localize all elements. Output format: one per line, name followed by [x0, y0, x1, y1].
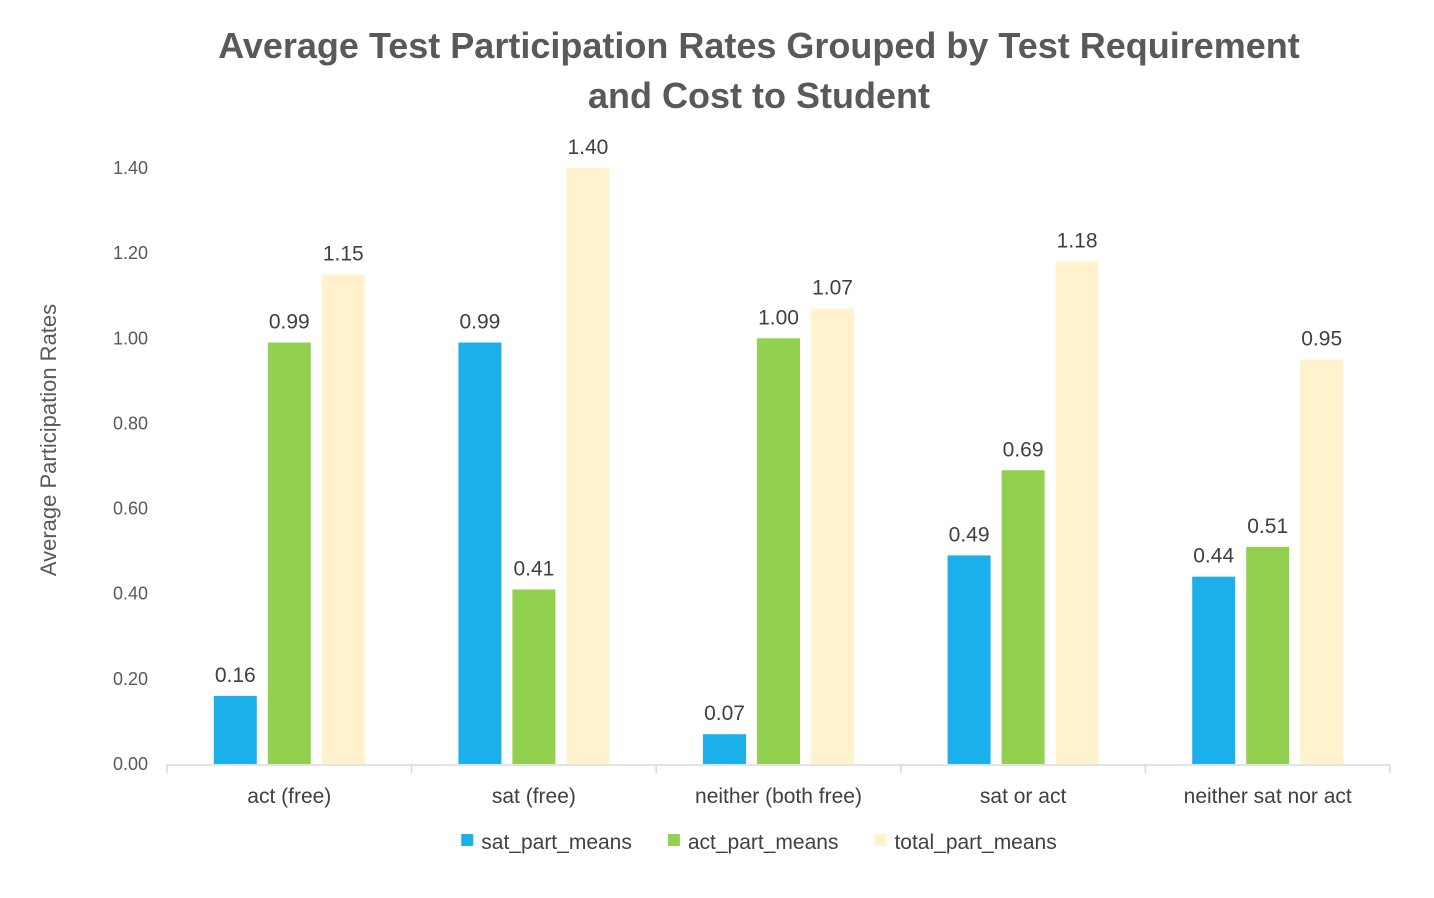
bar	[1192, 576, 1236, 764]
data-label: 1.00	[758, 306, 799, 329]
data-label: 1.15	[323, 242, 364, 265]
bar	[1055, 261, 1099, 764]
y-tick-label: 0.40	[113, 584, 148, 604]
legend-label: sat_part_means	[481, 831, 632, 854]
data-label: 0.16	[215, 664, 256, 687]
data-label: 0.49	[949, 523, 990, 546]
data-label: 0.07	[704, 702, 745, 725]
x-tick-label: act (free)	[247, 785, 331, 808]
data-label: 1.07	[812, 276, 853, 299]
y-tick-label: 1.40	[113, 158, 148, 178]
legend-swatch	[461, 834, 474, 846]
y-axis-label: Average Participation Rates	[36, 304, 61, 576]
y-tick-label: 1.00	[113, 328, 148, 348]
bar	[321, 274, 365, 764]
bar	[566, 168, 610, 764]
x-tick-label: sat or act	[980, 785, 1067, 808]
bar	[947, 555, 991, 764]
legend: sat_part_means act_part_means total_part_m…	[461, 831, 1057, 854]
chart-title-line-1: Average Test Participation Rates Grouped…	[218, 25, 1300, 66]
bar	[213, 695, 257, 764]
x-tick-label: sat (free)	[492, 785, 576, 808]
bar	[267, 342, 311, 764]
legend-swatch	[874, 834, 887, 846]
bar	[1246, 546, 1290, 764]
y-tick-label: 0.60	[113, 499, 148, 519]
y-tick-label: 0.00	[113, 754, 148, 774]
bar	[757, 338, 800, 764]
legend-label: total_part_means	[894, 831, 1056, 854]
bar	[512, 589, 556, 764]
x-tick-label: neither sat nor act	[1184, 785, 1352, 808]
x-tick-label: neither (both free)	[695, 785, 862, 808]
data-label: 0.95	[1301, 328, 1342, 351]
y-tick-label: 0.20	[113, 669, 148, 689]
legend-label: act_part_means	[688, 831, 839, 854]
bar	[458, 342, 502, 764]
bar	[811, 308, 854, 764]
bar	[1300, 359, 1344, 764]
chart-title-line-2: and Cost to Student	[588, 75, 930, 116]
data-label: 0.41	[513, 557, 554, 580]
data-label: 0.99	[269, 311, 310, 334]
plot-area: 0.00 0.20 0.40 0.60 0.80 1.00 1.20 1.40 act (fre…	[113, 136, 1391, 808]
data-label: 0.99	[459, 311, 500, 334]
bar	[1001, 470, 1045, 764]
y-tick-label: 0.80	[113, 413, 148, 433]
data-label: 1.40	[567, 136, 608, 159]
bar	[703, 734, 746, 764]
y-tick-label: 1.20	[113, 243, 148, 263]
legend-swatch	[667, 834, 680, 846]
data-label: 0.69	[1003, 438, 1044, 461]
chart-title: Average Test Participation Rates Grouped…	[218, 25, 1300, 116]
data-label: 0.44	[1193, 545, 1234, 568]
data-label: 0.51	[1247, 515, 1288, 538]
data-label: 1.18	[1057, 230, 1098, 253]
